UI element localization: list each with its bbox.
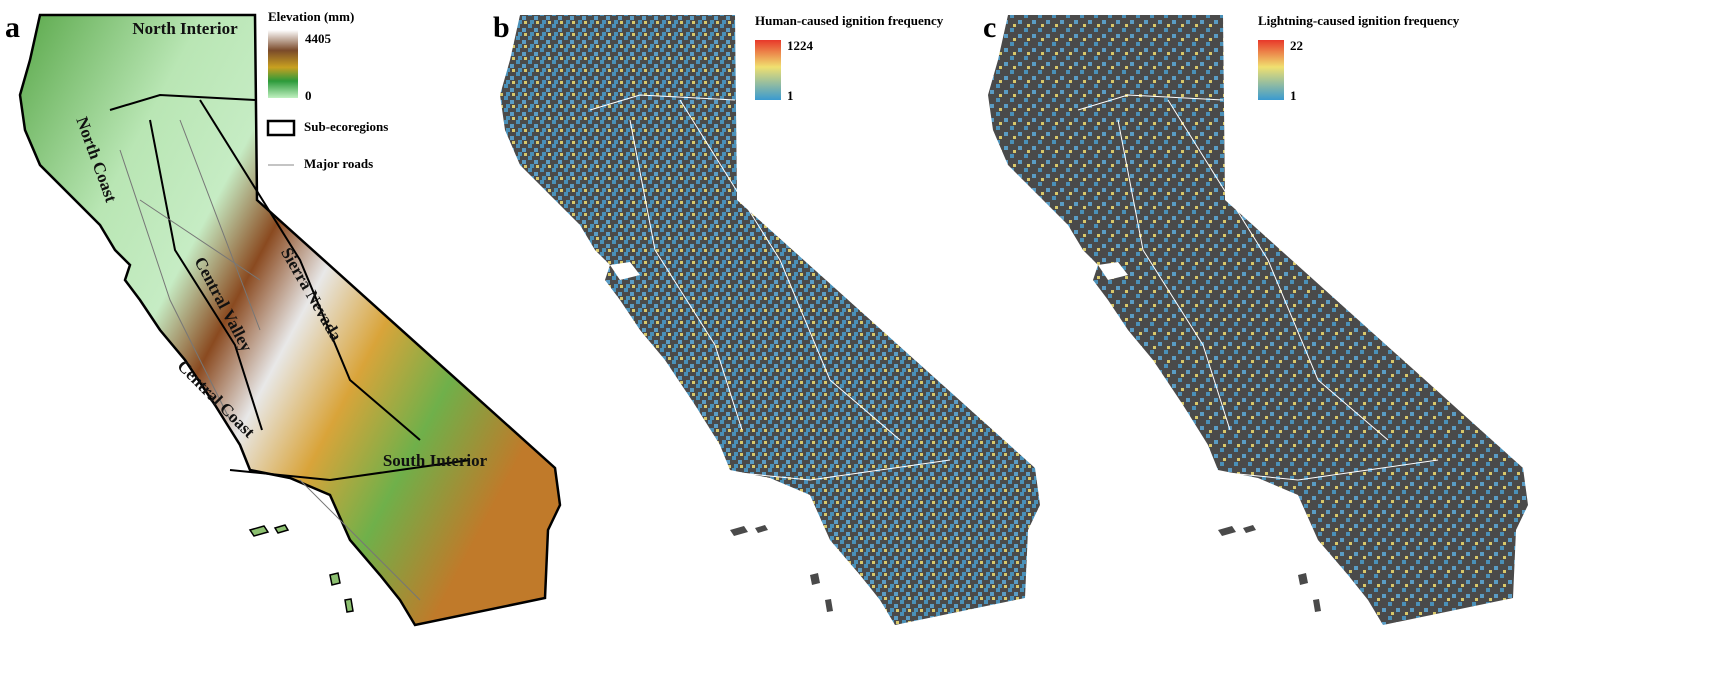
legend-min: 1 — [787, 88, 794, 103]
panel-c: c Lightning-caused ignition frequency 22… — [983, 11, 1528, 625]
state-map — [18, 13, 562, 627]
legend-title: Human-caused ignition frequency — [755, 13, 944, 28]
legend-min: 1 — [1290, 88, 1297, 103]
boundary — [1077, 94, 1439, 481]
state-map — [988, 15, 1528, 625]
colorbar — [755, 40, 781, 100]
islands — [249, 524, 354, 613]
sub-ecoregion-boundary — [109, 93, 471, 482]
legend-min: 0 — [305, 88, 312, 103]
legend-max: 4405 — [305, 31, 332, 46]
panel-label: c — [983, 11, 996, 44]
bay — [1098, 262, 1128, 280]
colorbar — [268, 30, 298, 98]
roads — [119, 119, 421, 601]
panel-a: a North Interior North Coast Central Val… — [5, 9, 562, 627]
islands — [1218, 525, 1321, 612]
islands — [730, 525, 833, 612]
bay — [610, 262, 640, 280]
legend-max: 1224 — [787, 38, 814, 53]
legend-title: Elevation (mm) — [268, 9, 354, 24]
panel-label: b — [493, 11, 510, 44]
legend-swatch — [266, 119, 296, 137]
region-label: North Interior — [132, 19, 238, 38]
panel-label: a — [5, 11, 20, 44]
legend-title: Lightning-caused ignition frequency — [1258, 13, 1460, 28]
legend-max: 22 — [1290, 38, 1303, 53]
region-label: South Interior — [383, 451, 488, 470]
state-map — [500, 15, 1040, 625]
legend-item: Sub-ecoregions — [304, 119, 388, 134]
legend-item: Major roads — [304, 156, 373, 171]
panel-b: b Human-caused ignition frequency 1224 1 — [493, 11, 1040, 625]
colorbar — [1258, 40, 1284, 100]
boundary — [589, 94, 951, 481]
